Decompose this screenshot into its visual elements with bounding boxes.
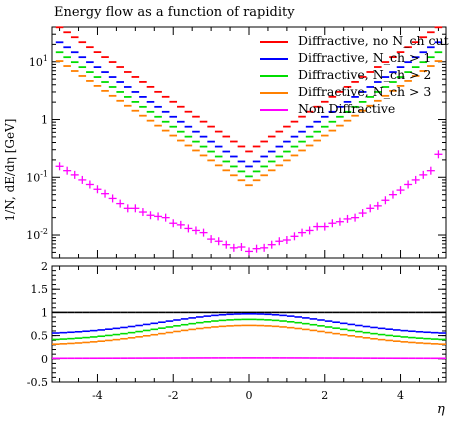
y-tick-label: 10-1 <box>26 169 48 184</box>
x-tick-label: -4 <box>92 389 103 402</box>
ratio-y-tick-label: 0 <box>41 353 48 366</box>
ratio-y-tick-label: -0.5 <box>27 376 48 389</box>
legend: Diffractive, no N_ch cut Diffractive, N_… <box>260 33 460 118</box>
ratio-y-tick-label: 1 <box>41 306 48 319</box>
ratio-y-tick-label: 1.5 <box>31 283 49 296</box>
legend-item: Non Diffractive <box>260 101 460 118</box>
legend-swatch-magenta <box>260 109 288 111</box>
legend-item: Diffractive, no N_ch cut <box>260 33 460 50</box>
ratio-y-tick-label: 0.5 <box>31 330 49 343</box>
legend-swatch-orange <box>260 92 288 94</box>
x-axis-label: η <box>437 402 445 417</box>
y-tick-label: 10-2 <box>26 227 48 242</box>
legend-swatch-blue <box>260 58 288 60</box>
y-tick-label: 101 <box>29 54 48 69</box>
legend-swatch-green <box>260 75 288 77</box>
legend-label: Diffractive, N_ch > 1 <box>298 50 432 65</box>
legend-swatch-red <box>260 41 288 43</box>
x-tick-label: 0 <box>246 389 253 402</box>
legend-label: Diffractive, no N_ch cut <box>298 33 449 48</box>
legend-item: Diffractive, N_ch > 1 <box>260 50 460 67</box>
chart-title: Energy flow as a function of rapidity <box>54 5 295 20</box>
x-tick-label: 2 <box>321 389 328 402</box>
legend-item: Diffractive, N_ch > 3 <box>260 84 460 101</box>
legend-label: Diffractive, N_ch > 2 <box>298 67 432 82</box>
ratio-y-tick-label: 2 <box>41 260 48 273</box>
legend-label: Diffractive, N_ch > 3 <box>298 84 432 99</box>
x-tick-label: -2 <box>168 389 179 402</box>
y-tick-label: 1 <box>41 114 48 127</box>
legend-item: Diffractive, N_ch > 2 <box>260 67 460 84</box>
legend-label: Non Diffractive <box>298 101 396 116</box>
x-tick-label: 4 <box>397 389 404 402</box>
ratio-plot-frame <box>51 265 447 383</box>
